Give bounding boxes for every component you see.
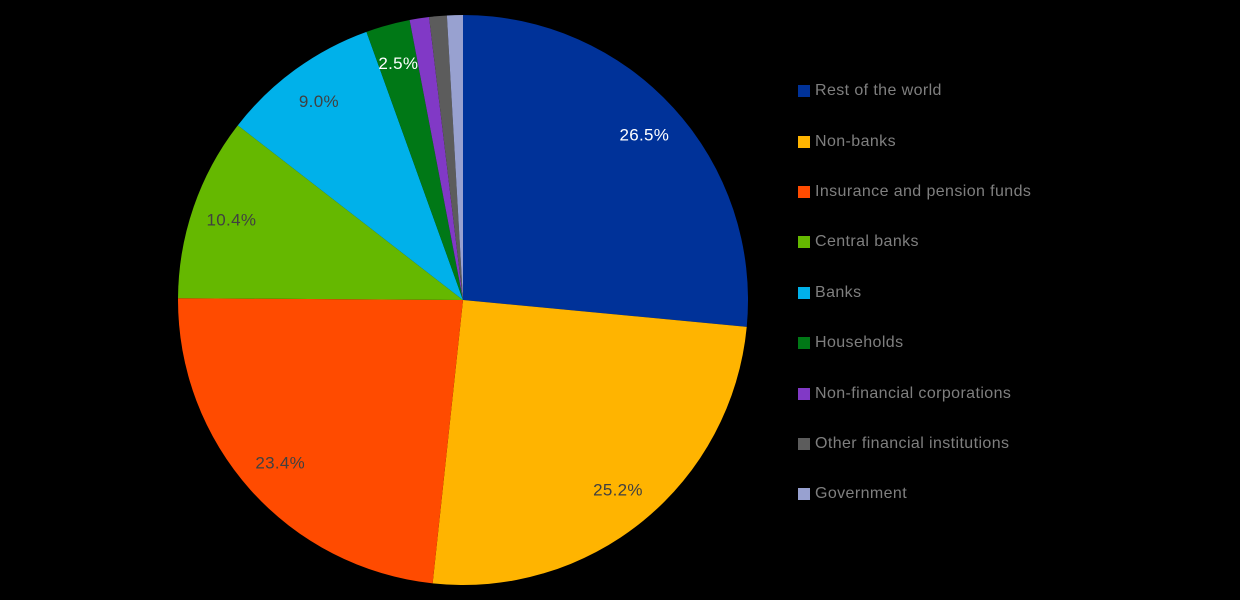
legend-label: Government: [815, 485, 908, 503]
pie-data-label-central-banks: 10.4%: [207, 210, 257, 229]
pie-slice-households: [366, 20, 463, 301]
legend-item-other-financial-institutions: Other financial institutions: [798, 419, 1031, 469]
legend: Rest of the world Non-banks Insurance and …: [798, 66, 1031, 520]
legend-item-households: Households: [798, 318, 1031, 368]
legend-marker-other-financial-institutions: [798, 437, 810, 450]
pie-data-label-non-banks: 25.2%: [593, 480, 643, 499]
legend-label: Rest of the world: [815, 82, 942, 100]
legend-item-non-banks: Non-banks: [798, 116, 1031, 166]
legend-marker-banks: [798, 286, 810, 299]
legend-marker-households: [798, 337, 810, 350]
pie-slice-insurance-and-pension-funds: [178, 298, 463, 584]
legend-marker-non-financial-corporations: [798, 387, 810, 400]
legend-label: Non-banks: [815, 132, 896, 150]
pie-slice-non-banks: [432, 300, 747, 586]
legend-marker-government: [798, 488, 810, 501]
legend-label: Banks: [815, 283, 862, 301]
pie-data-label-insurance-and-pension-funds: 23.4%: [255, 454, 305, 473]
pie-slice-banks: [237, 31, 463, 300]
legend-label: Households: [815, 334, 904, 352]
pie-data-label-banks: 9.0%: [299, 92, 339, 111]
pie-slice-non-financial-corporations: [409, 17, 463, 301]
pie-data-label-rest-of-the-world: 26.5%: [619, 126, 669, 145]
pie-slice-rest-of-the-world: [463, 15, 749, 327]
legend-item-government: Government: [798, 469, 1031, 519]
pie-slice-other-financial-institutions: [429, 15, 463, 301]
pie-slice-central-banks: [178, 125, 463, 300]
pie-slice-government: [446, 15, 463, 300]
legend-marker-insurance-and-pension-funds: [798, 185, 810, 198]
legend-label: Central banks: [815, 233, 919, 251]
legend-marker-non-banks: [798, 135, 810, 148]
legend-label: Other financial institutions: [815, 434, 1010, 452]
legend-label: Insurance and pension funds: [815, 182, 1032, 200]
legend-item-banks: Banks: [798, 268, 1031, 318]
legend-marker-central-banks: [798, 236, 810, 249]
legend-item-rest-of-the-world: Rest of the world: [798, 66, 1031, 116]
legend-label: Non-financial corporations: [815, 384, 1012, 402]
pie-data-label-households: 2.5%: [378, 54, 418, 73]
legend-item-central-banks: Central banks: [798, 217, 1031, 267]
legend-item-non-financial-corporations: Non-financial corporations: [798, 368, 1031, 418]
legend-item-insurance-and-pension-funds: Insurance and pension funds: [798, 167, 1031, 217]
legend-marker-rest-of-the-world: [798, 85, 810, 98]
